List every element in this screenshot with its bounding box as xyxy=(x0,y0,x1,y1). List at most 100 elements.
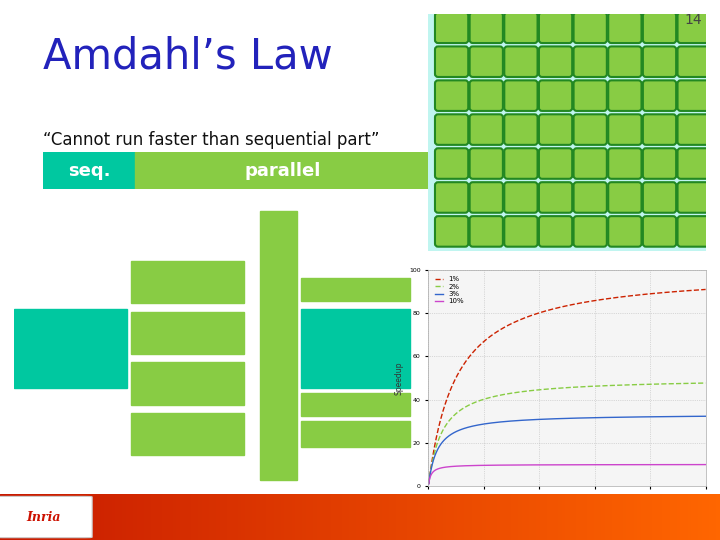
FancyBboxPatch shape xyxy=(504,80,538,111)
Bar xyxy=(486,494,490,540)
Bar xyxy=(104,494,109,540)
FancyBboxPatch shape xyxy=(643,114,676,145)
2% xyxy=(696,380,704,387)
Bar xyxy=(86,494,91,540)
Bar xyxy=(652,494,656,540)
FancyBboxPatch shape xyxy=(608,148,642,179)
Bar xyxy=(252,494,256,540)
1% xyxy=(666,289,675,295)
Bar xyxy=(673,494,678,540)
Bar xyxy=(47,494,51,540)
Bar xyxy=(659,494,663,540)
FancyBboxPatch shape xyxy=(539,80,572,111)
FancyBboxPatch shape xyxy=(504,46,538,77)
Bar xyxy=(32,494,37,540)
Bar xyxy=(641,494,645,540)
Bar xyxy=(396,494,400,540)
10% xyxy=(666,461,675,468)
Bar xyxy=(619,494,624,540)
Bar xyxy=(131,362,244,404)
Bar xyxy=(439,494,444,540)
Bar xyxy=(684,494,688,540)
Bar xyxy=(166,494,170,540)
Bar xyxy=(119,494,123,540)
10% xyxy=(543,462,552,468)
Bar xyxy=(594,494,598,540)
Bar xyxy=(122,494,127,540)
Bar xyxy=(349,494,354,540)
Bar xyxy=(83,494,87,540)
Bar xyxy=(680,494,685,540)
Bar xyxy=(301,421,410,447)
Bar xyxy=(54,494,58,540)
Bar xyxy=(29,494,33,540)
FancyBboxPatch shape xyxy=(435,182,468,213)
FancyBboxPatch shape xyxy=(608,182,642,213)
FancyBboxPatch shape xyxy=(420,5,714,260)
Bar xyxy=(79,494,84,540)
Bar xyxy=(612,494,616,540)
Bar xyxy=(126,494,130,540)
FancyBboxPatch shape xyxy=(0,496,92,538)
FancyBboxPatch shape xyxy=(574,12,607,43)
1% xyxy=(701,286,710,293)
Bar xyxy=(43,494,48,540)
Bar xyxy=(299,494,303,540)
Bar xyxy=(353,494,357,540)
Bar xyxy=(425,494,429,540)
Bar xyxy=(493,494,498,540)
Bar xyxy=(301,309,410,388)
Bar xyxy=(76,494,80,540)
Bar xyxy=(709,494,714,540)
Bar xyxy=(14,494,19,540)
Text: Amdahl’s Law: Amdahl’s Law xyxy=(43,35,333,77)
Bar xyxy=(562,494,566,540)
FancyBboxPatch shape xyxy=(678,46,711,77)
FancyBboxPatch shape xyxy=(539,12,572,43)
Bar xyxy=(151,494,156,540)
Bar xyxy=(310,494,314,540)
FancyBboxPatch shape xyxy=(608,114,642,145)
Bar xyxy=(342,494,346,540)
Bar xyxy=(360,494,364,540)
3% xyxy=(531,416,539,423)
FancyBboxPatch shape xyxy=(435,12,468,43)
Bar xyxy=(130,494,134,540)
FancyBboxPatch shape xyxy=(678,12,711,43)
3% xyxy=(472,422,481,429)
FancyBboxPatch shape xyxy=(469,46,503,77)
Bar xyxy=(634,494,638,540)
Bar xyxy=(335,494,339,540)
Bar xyxy=(421,494,426,540)
Bar xyxy=(292,494,296,540)
Bar xyxy=(58,494,62,540)
FancyBboxPatch shape xyxy=(574,114,607,145)
Bar xyxy=(227,494,231,540)
Bar xyxy=(43,152,135,189)
Bar xyxy=(313,494,318,540)
Bar xyxy=(698,494,703,540)
Text: “Cannot run faster than sequential part”: “Cannot run faster than sequential part” xyxy=(43,131,379,149)
Bar xyxy=(472,494,476,540)
FancyBboxPatch shape xyxy=(678,114,711,145)
Bar xyxy=(205,494,210,540)
Bar xyxy=(270,494,274,540)
FancyBboxPatch shape xyxy=(608,216,642,247)
Bar xyxy=(587,494,591,540)
Bar xyxy=(443,494,447,540)
FancyBboxPatch shape xyxy=(469,80,503,111)
Bar xyxy=(626,494,631,540)
Bar xyxy=(385,494,390,540)
FancyBboxPatch shape xyxy=(539,216,572,247)
Bar xyxy=(194,494,199,540)
Bar xyxy=(301,393,410,416)
Text: 14: 14 xyxy=(685,14,702,28)
2% xyxy=(456,407,464,414)
Bar xyxy=(261,211,297,481)
Bar xyxy=(630,494,634,540)
Bar xyxy=(302,494,307,540)
FancyBboxPatch shape xyxy=(504,216,538,247)
Bar xyxy=(479,494,483,540)
Bar xyxy=(288,494,292,540)
2% xyxy=(531,387,539,394)
